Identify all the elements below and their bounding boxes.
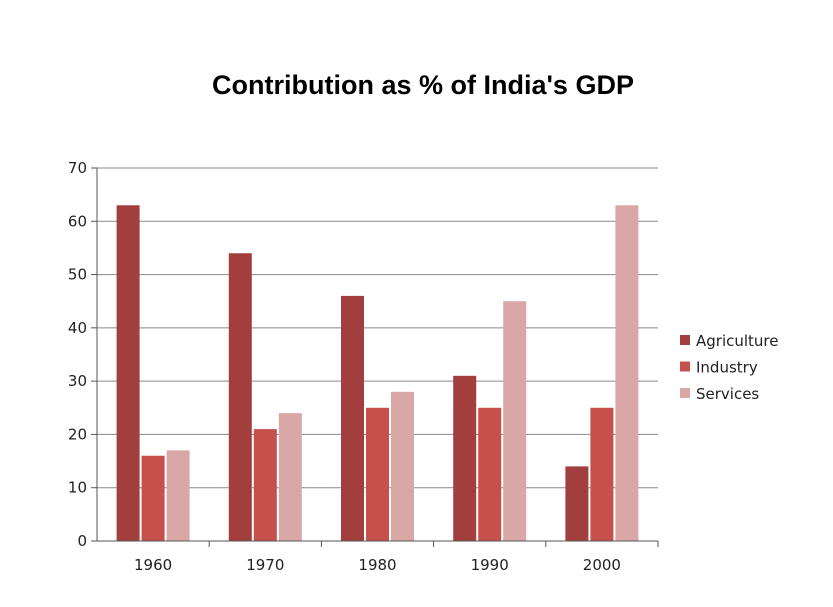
gridlines — [97, 167, 658, 489]
y-tick-label: 10 — [68, 479, 87, 497]
chart-title: Contribution as % of India's GDP — [212, 70, 634, 100]
bar-industry-1960 — [141, 455, 165, 541]
y-tick-label: 60 — [68, 212, 87, 230]
y-tick-label: 50 — [68, 266, 87, 284]
bar-agriculture-2000 — [565, 466, 589, 541]
legend-label-industry: Industry — [696, 359, 758, 377]
bar-services-2000 — [615, 205, 639, 542]
legend-label-agriculture: Agriculture — [696, 332, 779, 350]
bar-agriculture-1990 — [453, 375, 477, 541]
bar-services-1970 — [278, 413, 302, 541]
x-tick-label: 1960 — [134, 556, 172, 574]
legend-swatch-services — [680, 388, 690, 398]
legend-swatch-industry — [680, 361, 690, 372]
bar-industry-1980 — [366, 407, 389, 541]
legend: Agriculture Industry Services — [680, 332, 779, 403]
x-tick-label: 1980 — [358, 556, 396, 574]
x-tick-label: 1990 — [471, 556, 509, 574]
x-tick-label: 1970 — [246, 556, 284, 574]
bar-services-1990 — [503, 301, 527, 541]
bar-agriculture-1980 — [341, 295, 364, 541]
bar-services-1980 — [391, 391, 414, 541]
legend-label-services: Services — [696, 385, 759, 403]
legend-swatch-agriculture — [680, 335, 690, 345]
bar-agriculture-1970 — [228, 253, 252, 541]
bars — [116, 205, 639, 542]
y-tick-label: 70 — [68, 159, 87, 177]
bar-agriculture-1960 — [116, 205, 140, 542]
bar-services-1960 — [166, 450, 190, 541]
y-tick-label: 40 — [68, 319, 87, 337]
y-tick-label: 0 — [77, 532, 87, 550]
bar-industry-1970 — [253, 429, 277, 541]
y-tick-label: 30 — [68, 372, 87, 390]
bar-industry-1990 — [478, 407, 502, 541]
bar-industry-2000 — [590, 407, 614, 541]
y-tick-label: 20 — [68, 425, 87, 443]
axes: 0 10 20 30 40 50 60 70 1960 1970 1980 1990 2000 — [68, 159, 659, 574]
x-tick-label: 2000 — [583, 556, 621, 574]
